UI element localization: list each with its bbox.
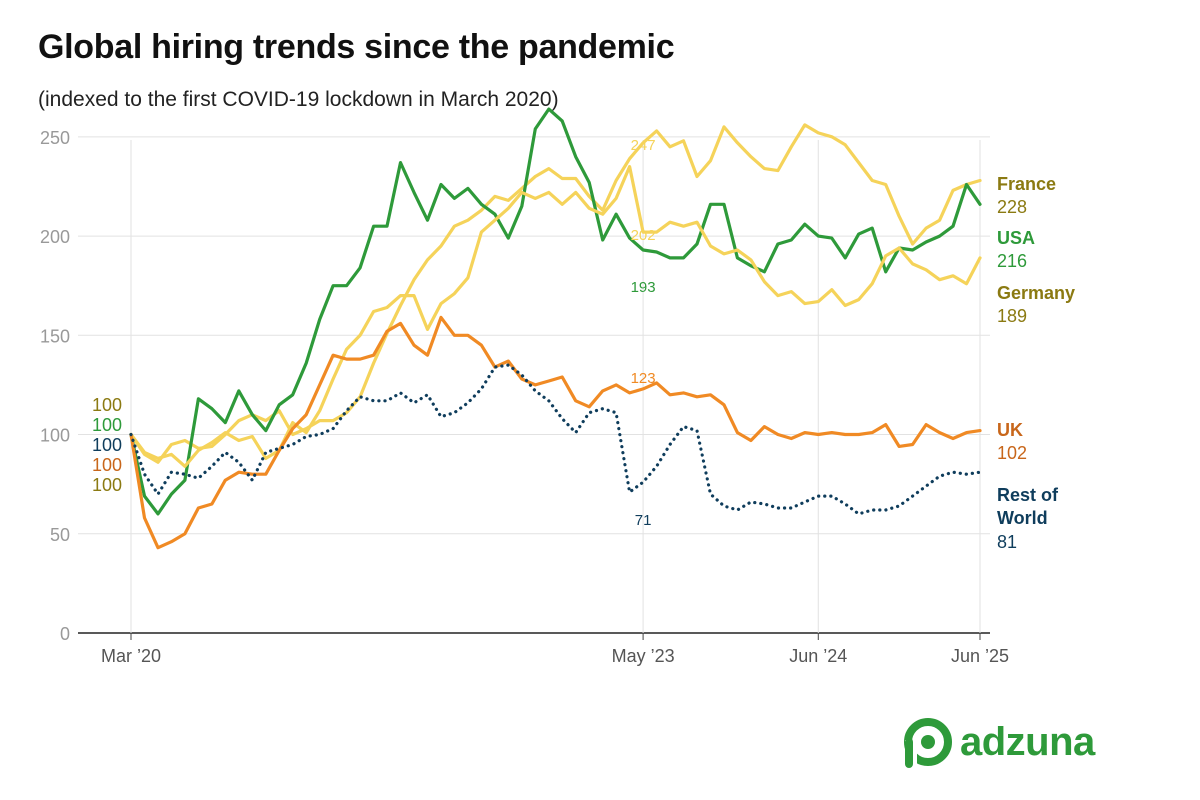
y-axis: 0 50 100 150 200 250 xyxy=(40,128,70,644)
x-tick-label: Jun ’25 xyxy=(951,646,1009,666)
series-line-usa xyxy=(129,107,982,516)
adzuna-logo: adzuna xyxy=(902,716,1095,768)
start-label-rest-of-world: 100 xyxy=(92,435,122,455)
end-name-rest-of-world: Rest of World xyxy=(997,485,1059,528)
series-line-germany xyxy=(129,165,982,468)
end-name-germany: Germany xyxy=(997,283,1075,303)
annotation-uk: 123 xyxy=(631,370,656,387)
end-name-uk: UK xyxy=(997,420,1023,440)
annotation-rest-of-world: 71 xyxy=(635,512,652,529)
end-value-uk: 102 xyxy=(997,443,1027,463)
y-tick-label: 250 xyxy=(40,128,70,148)
series-line-rest-of-world xyxy=(129,363,982,516)
start-label-france: 100 xyxy=(92,395,122,415)
end-value-rest-of-world: 81 xyxy=(997,532,1017,552)
adzuna-logo-icon xyxy=(904,718,952,768)
x-axis: Mar ’20 May ’23 Jun ’24 Jun ’25 xyxy=(101,633,1009,666)
end-value-germany: 189 xyxy=(997,306,1027,326)
chart-title: Global hiring trends since the pandemic xyxy=(38,28,675,66)
y-tick-label: 0 xyxy=(60,624,70,644)
end-value-france: 228 xyxy=(997,197,1027,217)
series-line-uk xyxy=(129,315,982,550)
end-value-usa: 216 xyxy=(997,251,1027,271)
end-name-france: France xyxy=(997,174,1056,194)
end-name-usa: USA xyxy=(997,228,1035,248)
annotation-france: 247 xyxy=(631,137,656,154)
series-lines xyxy=(129,107,982,550)
y-tick-label: 50 xyxy=(50,525,70,545)
x-tick-label: Mar ’20 xyxy=(101,646,161,666)
start-label-germany: 100 xyxy=(92,475,122,495)
x-tick-label: Jun ’24 xyxy=(789,646,847,666)
start-label-uk: 100 xyxy=(92,455,122,475)
adzuna-logo-text: adzuna xyxy=(960,719,1095,764)
annotations: 247 202 193 123 71 xyxy=(631,137,656,529)
annotation-germany: 202 xyxy=(631,227,656,244)
annotation-usa: 193 xyxy=(631,279,656,296)
y-tick-label: 150 xyxy=(40,326,70,346)
y-tick-label: 200 xyxy=(40,227,70,247)
x-tick-label: May ’23 xyxy=(612,646,675,666)
start-label-usa: 100 xyxy=(92,415,122,435)
y-tick-label: 100 xyxy=(40,426,70,446)
series-labels: 100100100100100France228USA216Germany189… xyxy=(92,174,1075,552)
chart-subtitle: (indexed to the first COVID-19 lockdown … xyxy=(38,88,559,111)
